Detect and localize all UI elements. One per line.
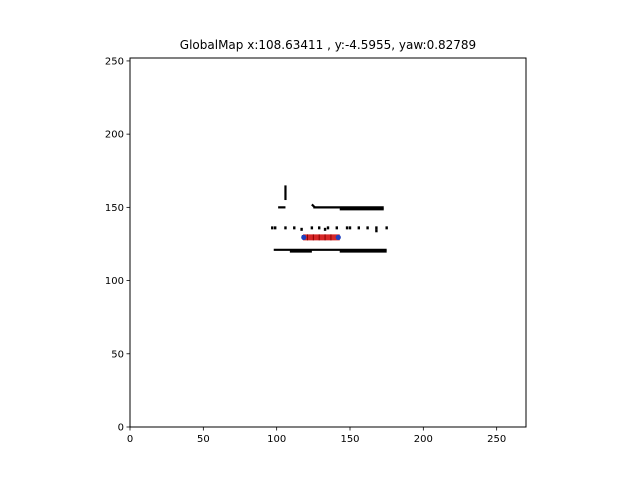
obstacle-point [271, 226, 274, 230]
obstacle-point [293, 226, 296, 230]
map-marks [271, 185, 388, 253]
obstacle-point [335, 226, 338, 230]
y-tick-label: 250 [105, 56, 124, 67]
obstacle-point [385, 226, 388, 230]
obstacle-point [345, 226, 349, 230]
obstacle-point [284, 226, 287, 230]
chart-title: GlobalMap x:108.63411 , y:-4.5955, yaw:0… [180, 38, 476, 52]
obstacle-point [357, 226, 360, 230]
obstacle-point [323, 227, 327, 231]
x-tick-label: 0 [127, 434, 133, 445]
obstacle-point [375, 226, 378, 230]
obstacle-point [300, 227, 303, 231]
x-tick-label: 200 [414, 434, 433, 445]
y-tick-label: 200 [105, 130, 124, 141]
obstacle-point [310, 226, 314, 230]
y-tick-label: 150 [105, 203, 124, 214]
axes-frame [129, 57, 527, 428]
obstacle-point [366, 226, 369, 230]
robot-marker [301, 234, 307, 240]
y-tick-label: 50 [111, 349, 124, 360]
robot-marker [335, 234, 341, 240]
x-tick-label: 150 [340, 434, 359, 445]
x-tick-label: 100 [267, 434, 286, 445]
y-tick-label: 100 [105, 276, 124, 287]
axis-ticks: 0 50 100 150 200 250 0 50 100 150 200 250 [105, 56, 506, 445]
x-tick-label: 50 [197, 434, 210, 445]
obstacle-point [326, 226, 330, 230]
obstacle-point [318, 226, 321, 230]
obstacle-point [274, 226, 277, 230]
obstacle-point [375, 229, 378, 233]
y-tick-label: 0 [118, 423, 124, 434]
x-tick-label: 250 [487, 434, 506, 445]
obstacle-point [348, 226, 352, 230]
obstacle-segment [311, 203, 316, 209]
